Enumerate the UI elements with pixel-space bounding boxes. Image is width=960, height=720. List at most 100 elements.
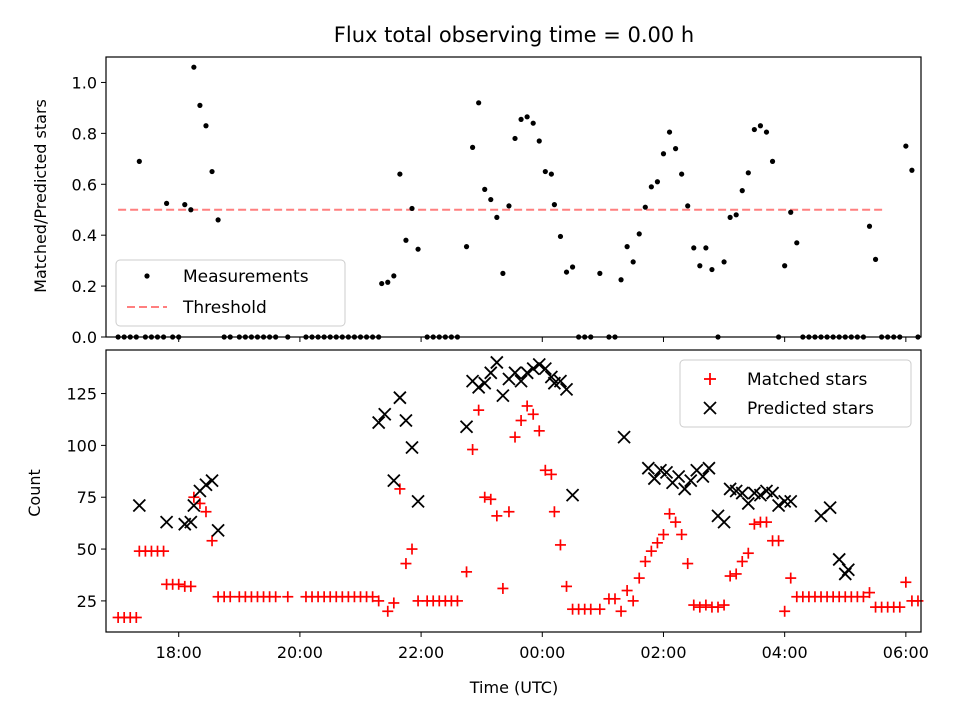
predicted-star-point <box>771 498 786 513</box>
predicted-star-point <box>735 486 749 500</box>
measurement-point <box>163 200 170 206</box>
matched-star-point <box>736 556 748 567</box>
matched-star-point <box>609 593 621 605</box>
predicted-star-point <box>784 494 798 509</box>
predicted-star-point <box>565 488 580 502</box>
ratio-panel: Flux total observing time = 0.00 h Match… <box>31 23 922 347</box>
measurement-point <box>136 158 142 164</box>
matched-star-point <box>509 431 521 443</box>
measurement-point <box>597 270 603 276</box>
matched-star-point <box>785 572 797 584</box>
predicted-star-point <box>508 366 522 380</box>
measurement-point <box>209 168 215 175</box>
matched-star-point <box>548 506 560 518</box>
measurement-point <box>788 209 794 215</box>
matched-star-point <box>742 547 754 559</box>
predicted-star-point <box>459 420 474 434</box>
matched-star-point <box>627 595 639 607</box>
matched-star-point <box>682 558 694 570</box>
measurement-point <box>909 167 915 173</box>
bottom-axes: 25 50 75 100 125 18:00 20:00 22:00 00:00 02:00 04:… <box>66 385 928 662</box>
measurement-point <box>494 214 500 220</box>
matched-star-point <box>400 558 412 570</box>
predicted-star-point <box>778 494 792 509</box>
matched-star-point <box>158 545 170 557</box>
x-axis-label: Time (UTC) <box>469 678 558 697</box>
matched-star-point <box>185 580 197 592</box>
measurement-point <box>745 170 751 176</box>
matched-star-point <box>406 543 418 555</box>
measurement-point <box>757 123 764 129</box>
measurement-point <box>182 202 188 208</box>
matched-star-point <box>130 611 142 623</box>
x-tick-label: 20:00 <box>277 643 323 662</box>
x-tick-label: 18:00 <box>156 643 202 662</box>
predicted-star-point <box>753 488 768 502</box>
bottom-legend-box <box>679 359 912 428</box>
measurement-point <box>636 231 642 237</box>
top-y-tick-label: 0.2 <box>72 277 97 296</box>
measurement-point <box>551 202 558 208</box>
measurements-legend-label: Measurements <box>183 267 309 287</box>
x-tick-label: 02:00 <box>640 643 686 662</box>
matched-star-point <box>503 506 515 518</box>
measurement-point <box>763 129 770 135</box>
matched-star-point <box>779 605 791 617</box>
measurement-point <box>709 266 715 273</box>
measurement-point <box>530 120 536 126</box>
matched-star-point <box>467 444 479 456</box>
predicted-star-point <box>641 461 655 475</box>
matched-star-point <box>900 576 912 588</box>
top-axes-frame <box>105 56 922 338</box>
predicted-star-point <box>387 473 401 488</box>
top-chart-title: Flux total observing time = 0.00 h <box>334 23 694 47</box>
measurement-point <box>872 256 879 262</box>
matched-star-point <box>718 599 730 611</box>
count-points <box>112 355 924 623</box>
matched-star-point <box>479 491 491 503</box>
predicted-star-point <box>411 494 425 509</box>
matched-star-point <box>724 570 736 582</box>
matched-star-point <box>394 483 406 495</box>
measurement-point <box>548 171 554 177</box>
matched-star-point <box>270 591 282 603</box>
predicted-star-point <box>159 515 174 529</box>
predicted-star-point <box>647 471 662 486</box>
measurement-point <box>518 116 524 122</box>
measurement-point <box>391 273 397 279</box>
predicted-star-point <box>378 407 392 421</box>
matched-star-point <box>670 516 682 528</box>
measurement-point <box>648 184 654 190</box>
predicted-star-point <box>484 366 498 380</box>
predicted-star-point <box>199 478 213 492</box>
measurement-point <box>733 212 739 218</box>
predicted-star-point <box>553 374 568 388</box>
matched-star-point <box>645 545 657 557</box>
matched-star-point <box>533 425 545 437</box>
x-tick-label: 04:00 <box>762 643 808 662</box>
measurement-point <box>488 196 494 203</box>
measurement-point <box>403 237 409 243</box>
measurement-point <box>215 217 221 223</box>
measurement-points <box>115 64 921 340</box>
predicted-star-point <box>696 469 710 484</box>
measurement-point <box>191 64 197 70</box>
matched-star-point <box>676 529 688 541</box>
matched-star-point <box>639 556 651 567</box>
measurement-point <box>397 171 403 177</box>
matched-star-point <box>657 529 669 541</box>
predicted-star-point <box>684 473 698 488</box>
matched-star-point <box>748 518 760 530</box>
bottom-legend: Matched stars Predicted stars <box>679 359 912 428</box>
matched-star-point <box>539 464 551 476</box>
measurement-point <box>703 245 709 251</box>
matched-legend-marker <box>704 373 716 385</box>
bottom-y-axis-label: Count <box>25 469 44 517</box>
top-y-tick-label: 0.6 <box>72 175 97 194</box>
matched-star-point <box>173 578 185 590</box>
measurement-point <box>630 259 636 265</box>
predicted-star-point <box>405 440 419 455</box>
measurement-point <box>469 144 476 150</box>
measurement-point <box>563 269 570 275</box>
